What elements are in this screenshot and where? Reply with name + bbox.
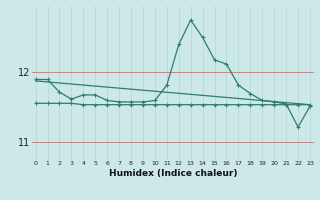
X-axis label: Humidex (Indice chaleur): Humidex (Indice chaleur): [108, 169, 237, 178]
